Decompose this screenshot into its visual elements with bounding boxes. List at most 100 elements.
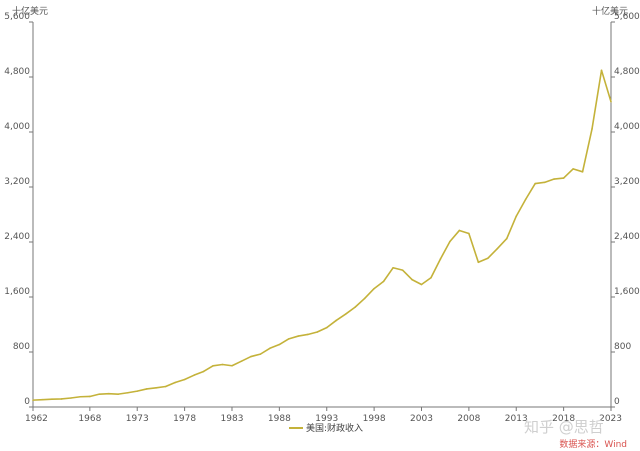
data-point: [51, 398, 53, 401]
data-point: [221, 363, 224, 366]
data-point: [344, 313, 347, 315]
x-tick-label: 2008: [457, 414, 480, 424]
x-tick-label: 1993: [315, 414, 338, 424]
data-point: [553, 178, 555, 180]
data-point: [202, 370, 205, 373]
y-tick-label-right: 4,800: [614, 67, 640, 77]
data-point: [164, 385, 167, 388]
y-tick-label-right: 5,600: [614, 12, 640, 22]
data-point: [458, 229, 461, 232]
data-point: [562, 177, 565, 179]
data-point: [79, 395, 82, 398]
data-point: [193, 374, 195, 376]
data-point: [496, 247, 499, 250]
data-point: [515, 215, 518, 218]
series-line: [32, 69, 612, 401]
data-point: [41, 398, 44, 401]
data-point: [278, 343, 281, 346]
y-tick-label-right: 4,000: [614, 122, 640, 132]
data-point: [89, 395, 91, 398]
data-point: [487, 257, 489, 260]
data-point: [231, 364, 233, 367]
data-point: [581, 171, 584, 173]
data-point: [477, 261, 480, 264]
series-layer: [32, 69, 612, 401]
data-point: [183, 378, 186, 381]
left-y-ticks: 0 800 1,600 2,400 3,200 4,000 4,800 5,600: [4, 12, 33, 408]
data-point: [32, 399, 34, 401]
x-tick-label: 1983: [221, 414, 244, 424]
data-point: [297, 335, 300, 337]
data-point: [382, 280, 385, 283]
data-point: [108, 392, 110, 395]
data-point: [117, 393, 120, 395]
data-point: [145, 388, 148, 390]
x-ticks: 1962 1968 1973 1978 1983 1988 1993 1998 2003 2008…: [25, 407, 622, 424]
data-point: [126, 391, 129, 394]
x-tick-label: 1998: [363, 414, 386, 424]
legend[interactable]: 美国:财政收入: [289, 422, 363, 434]
data-point: [411, 278, 413, 281]
data-point: [354, 306, 356, 308]
data-point: [240, 360, 243, 363]
x-tick-label: 2013: [505, 414, 528, 424]
data-point: [70, 397, 72, 399]
data-point: [572, 168, 574, 170]
data-point: [468, 232, 470, 235]
data-point: [250, 355, 252, 358]
source-note: 数据来源：Wind: [559, 438, 627, 450]
x-tick-label: 1962: [25, 414, 48, 424]
y-tick-label-left: 4,000: [4, 122, 30, 132]
data-point: [335, 319, 338, 322]
data-point: [610, 100, 612, 103]
left-axis-unit: 十亿美元: [12, 5, 48, 17]
data-point: [505, 237, 508, 240]
y-tick-label-left: 3,200: [4, 177, 30, 187]
data-point: [155, 387, 157, 389]
data-point: [325, 326, 328, 329]
data-point: [174, 381, 176, 384]
data-point: [98, 393, 101, 395]
data-point: [363, 297, 366, 300]
watermark-text: 知乎 @思哲: [524, 418, 604, 436]
x-tick-label: 2003: [410, 414, 433, 424]
y-tick-label-right: 1,600: [614, 287, 640, 297]
data-point: [136, 390, 139, 392]
data-point: [420, 283, 423, 286]
data-point: [288, 338, 290, 340]
data-point: [392, 266, 394, 269]
x-tick-label: 2018: [552, 414, 575, 424]
y-tick-label-left: 2,400: [4, 232, 30, 242]
data-point: [259, 353, 262, 355]
data-point: [449, 240, 451, 243]
y-tick-label-right: 2,400: [614, 232, 640, 242]
y-tick-label-right: 800: [614, 342, 631, 352]
x-tick-label: 2023: [599, 414, 622, 424]
data-point: [306, 333, 309, 336]
y-tick-label-left: 0: [24, 397, 30, 407]
x-tick-label: 1978: [173, 414, 196, 424]
data-point: [373, 287, 375, 290]
y-tick-label-left: 1,600: [4, 287, 30, 297]
data-point: [524, 198, 527, 201]
y-tick-label-right: 0: [614, 397, 620, 407]
data-point: [212, 365, 214, 367]
data-point: [439, 258, 442, 260]
data-point: [401, 269, 404, 271]
right-axis-unit: 十亿美元: [592, 5, 628, 17]
data-point: [591, 127, 593, 130]
legend-label: 美国:财政收入: [306, 422, 363, 434]
data-point: [269, 347, 271, 350]
data-point: [60, 398, 63, 400]
y-tick-label-right: 3,200: [614, 177, 640, 187]
y-tick-label-left: 5,600: [4, 12, 30, 22]
x-tick-label: 1968: [78, 414, 101, 424]
right-y-ticks: 0 800 1,600 2,400 3,200 4,000 4,800 5,600: [611, 12, 640, 408]
data-point: [534, 182, 536, 185]
x-tick-label: 1988: [268, 414, 291, 424]
data-point: [543, 181, 546, 184]
data-point: [316, 331, 319, 333]
x-tick-label: 1973: [126, 414, 149, 424]
y-tick-label-left: 800: [13, 342, 30, 352]
